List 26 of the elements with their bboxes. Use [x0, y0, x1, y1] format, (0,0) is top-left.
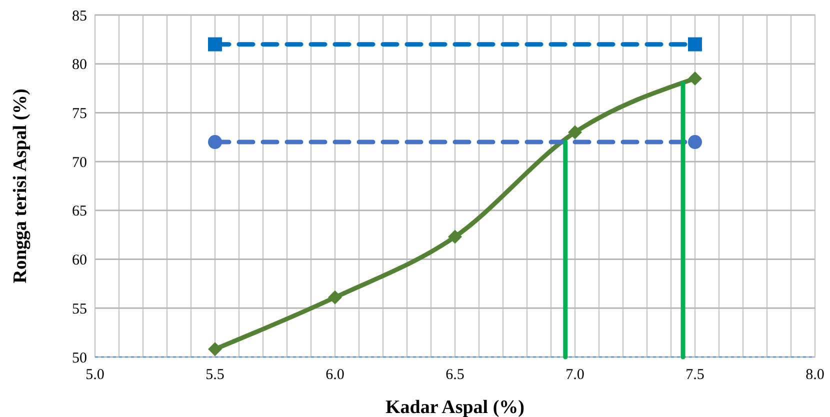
y-tick-label: 70 — [72, 154, 87, 171]
x-tick-label: 6.0 — [326, 367, 344, 383]
x-tick-label: 7.5 — [686, 367, 704, 383]
point — [688, 37, 702, 52]
point — [208, 37, 222, 52]
x-axis-title: Kadar Aspal (%) — [385, 397, 525, 417]
x-tick-label: 5.0 — [86, 367, 104, 383]
point — [208, 342, 222, 356]
y-tick-label: 50 — [72, 350, 87, 366]
x-tick-label: 6.5 — [446, 367, 464, 383]
y-tick-label: 55 — [72, 301, 87, 318]
y-tick-label: 80 — [72, 57, 87, 74]
x-tick-label: 7.0 — [566, 367, 584, 383]
y-tick-label: 75 — [72, 106, 87, 122]
point — [568, 125, 582, 140]
point — [328, 290, 342, 304]
y-tick-label: 60 — [72, 252, 87, 269]
x-tick-label: 5.5 — [206, 367, 224, 383]
point — [688, 135, 702, 150]
point — [688, 72, 702, 86]
point — [208, 135, 222, 150]
x-tick-label: 8.0 — [806, 367, 824, 383]
y-tick-label: 65 — [72, 204, 87, 220]
y-tick-label: 85 — [72, 8, 87, 24]
point — [448, 230, 462, 244]
y-axis-title: Rongga terisi Aspal (%) — [10, 88, 31, 284]
